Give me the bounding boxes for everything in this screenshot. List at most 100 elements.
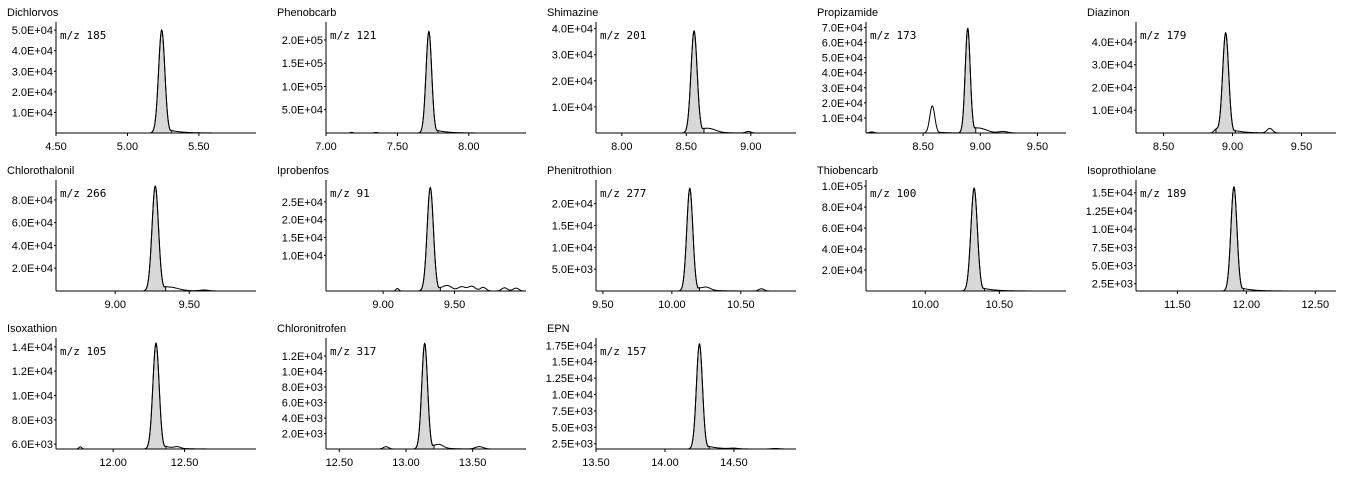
mz-label: m/z 105 bbox=[60, 345, 106, 358]
mz-label: m/z 157 bbox=[600, 345, 646, 358]
y-tick-label: 1.0E+04 bbox=[552, 102, 593, 114]
y-tick-label: 5.0E+04 bbox=[822, 53, 863, 65]
y-tick-label: 5.0E+03 bbox=[1092, 261, 1133, 273]
x-tick-label: 12.50 bbox=[326, 457, 354, 469]
chromatogram-trace bbox=[866, 187, 1066, 292]
x-tick-label: 10.00 bbox=[911, 299, 939, 311]
y-tick-label: 1.0E+04 bbox=[822, 113, 863, 125]
x-tick-label: 9.00 bbox=[740, 141, 761, 153]
x-tick-label: 8.50 bbox=[1153, 141, 1174, 153]
x-tick-label: 8.00 bbox=[458, 141, 479, 153]
y-tick-label: 6.0E+03 bbox=[282, 397, 323, 409]
peak-fill bbox=[1223, 186, 1245, 292]
y-tick-label: 1.0E+05 bbox=[282, 81, 323, 93]
x-tick-label: 14.00 bbox=[651, 457, 679, 469]
x-tick-label: 9.00 bbox=[970, 141, 991, 153]
chart-title: Dichlorvos bbox=[7, 7, 59, 19]
y-tick-label: 6.0E+04 bbox=[822, 223, 863, 235]
y-tick-label: 4.0E+04 bbox=[12, 240, 53, 252]
chart-title: Thiobencarb bbox=[817, 165, 878, 177]
chromatogram-trace bbox=[596, 342, 796, 450]
x-tick-label: 5.00 bbox=[117, 141, 138, 153]
chart-title: Phenobcarb bbox=[277, 7, 336, 19]
y-tick-label: 1.5E+04 bbox=[1092, 188, 1133, 200]
x-tick-label: 13.50 bbox=[459, 457, 487, 469]
y-tick-label: 4.0E+04 bbox=[12, 46, 53, 58]
chart-panel-isoprothiolane: Isoprothiolane m/z 189 2.5E+03 5.0E+03 7.5E+… bbox=[1086, 165, 1336, 311]
y-tick-label: 6.0E+03 bbox=[12, 439, 53, 451]
y-tick-label: 2.0E+04 bbox=[1092, 82, 1133, 94]
y-tick-label: 6.0E+04 bbox=[822, 38, 863, 50]
y-tick-label: 4.0E+04 bbox=[552, 24, 593, 36]
y-tick-label: 1.0E+04 bbox=[282, 366, 323, 378]
y-tick-label: 1.0E+04 bbox=[12, 391, 53, 403]
peak-fill bbox=[959, 27, 977, 134]
y-tick-label: 1.2E+04 bbox=[282, 351, 323, 363]
x-tick-label: 13.00 bbox=[392, 457, 420, 469]
y-tick-label: 1.5E+05 bbox=[282, 58, 323, 70]
y-tick-label: 1.25E+04 bbox=[1086, 206, 1133, 218]
x-tick-label: 11.50 bbox=[1164, 299, 1191, 311]
y-tick-label: 7.5E+03 bbox=[552, 406, 593, 418]
chart-panel-chloronitrofen: Chloronitrofen m/z 317 2.0E+03 4.0E+03 6.0E+… bbox=[277, 323, 526, 469]
chart-title: Iprobenfos bbox=[277, 165, 329, 177]
y-tick-label: 2.5E+04 bbox=[282, 197, 323, 209]
mz-label: m/z 121 bbox=[330, 29, 376, 42]
y-tick-label: 3.0E+04 bbox=[552, 50, 593, 62]
chart-title: Phenitrothion bbox=[547, 165, 612, 177]
y-tick-label: 1.0E+04 bbox=[12, 107, 53, 119]
x-tick-label: 12.00 bbox=[99, 457, 127, 469]
chart-title: Isoxathion bbox=[7, 323, 57, 335]
chromatogram-trace bbox=[326, 186, 526, 292]
y-tick-label: 8.0E+03 bbox=[282, 382, 323, 394]
x-tick-label: 8.00 bbox=[611, 141, 632, 153]
chart-title: Shimazine bbox=[547, 7, 598, 19]
chromatogram-trace bbox=[326, 342, 526, 450]
peak-fill bbox=[689, 343, 710, 450]
x-tick-label: 9.50 bbox=[1291, 141, 1312, 153]
chart-panel-diazinon: Diazinon m/z 179 1.0E+04 2.0E+04 3.0E+04 4.0E… bbox=[1087, 7, 1336, 153]
peak-fill bbox=[419, 186, 441, 292]
y-tick-label: 5.0E+04 bbox=[282, 105, 323, 117]
chromatogram-trace bbox=[1136, 31, 1336, 134]
y-tick-label: 3.0E+04 bbox=[822, 83, 863, 95]
x-tick-label: 9.00 bbox=[1222, 141, 1243, 153]
chart-title: Chlorothalonil bbox=[7, 165, 74, 177]
peak-fill bbox=[414, 342, 435, 450]
x-tick-label: 9.50 bbox=[1027, 141, 1048, 153]
y-tick-label: 1.75E+04 bbox=[546, 340, 593, 352]
y-tick-label: 8.0E+03 bbox=[12, 415, 53, 427]
y-tick-label: 1.25E+04 bbox=[546, 373, 593, 385]
x-tick-label: 12.50 bbox=[171, 457, 199, 469]
mz-label: m/z 317 bbox=[330, 345, 376, 358]
x-tick-label: 13.50 bbox=[582, 457, 610, 469]
chart-title: Chloronitrofen bbox=[277, 323, 346, 335]
y-tick-label: 1.5E+04 bbox=[552, 357, 593, 369]
y-tick-label: 7.0E+04 bbox=[822, 23, 863, 35]
x-tick-label: 5.50 bbox=[188, 141, 209, 153]
peak-fill bbox=[679, 187, 700, 292]
x-tick-label: 9.00 bbox=[372, 299, 393, 311]
y-tick-label: 2.5E+03 bbox=[1092, 279, 1133, 291]
y-tick-label: 1.5E+04 bbox=[552, 220, 593, 232]
y-tick-label: 5.0E+03 bbox=[552, 422, 593, 434]
mz-label: m/z 266 bbox=[60, 187, 106, 200]
mz-label: m/z 189 bbox=[1140, 187, 1186, 200]
y-tick-label: 4.0E+04 bbox=[822, 244, 863, 256]
chromatogram-trace bbox=[326, 30, 526, 134]
chart-panel-epn: EPN m/z 157 2.5E+03 5.0E+03 7.5E+03 1.0E+04 1.… bbox=[546, 323, 796, 469]
y-tick-label: 6.0E+04 bbox=[12, 218, 53, 230]
peak-fill bbox=[419, 30, 439, 134]
y-tick-label: 4.0E+03 bbox=[282, 413, 323, 425]
y-tick-label: 2.0E+03 bbox=[282, 428, 323, 440]
y-tick-label: 1.0E+04 bbox=[1092, 105, 1133, 117]
peak-fill bbox=[151, 29, 173, 134]
y-tick-label: 1.0E+04 bbox=[282, 250, 323, 262]
x-tick-label: 9.50 bbox=[179, 299, 200, 311]
x-tick-label: 9.00 bbox=[105, 299, 126, 311]
chart-panel-propizamide: Propizamide m/z 173 1.0E+04 2.0E+04 3.0E+04 4… bbox=[817, 7, 1066, 153]
